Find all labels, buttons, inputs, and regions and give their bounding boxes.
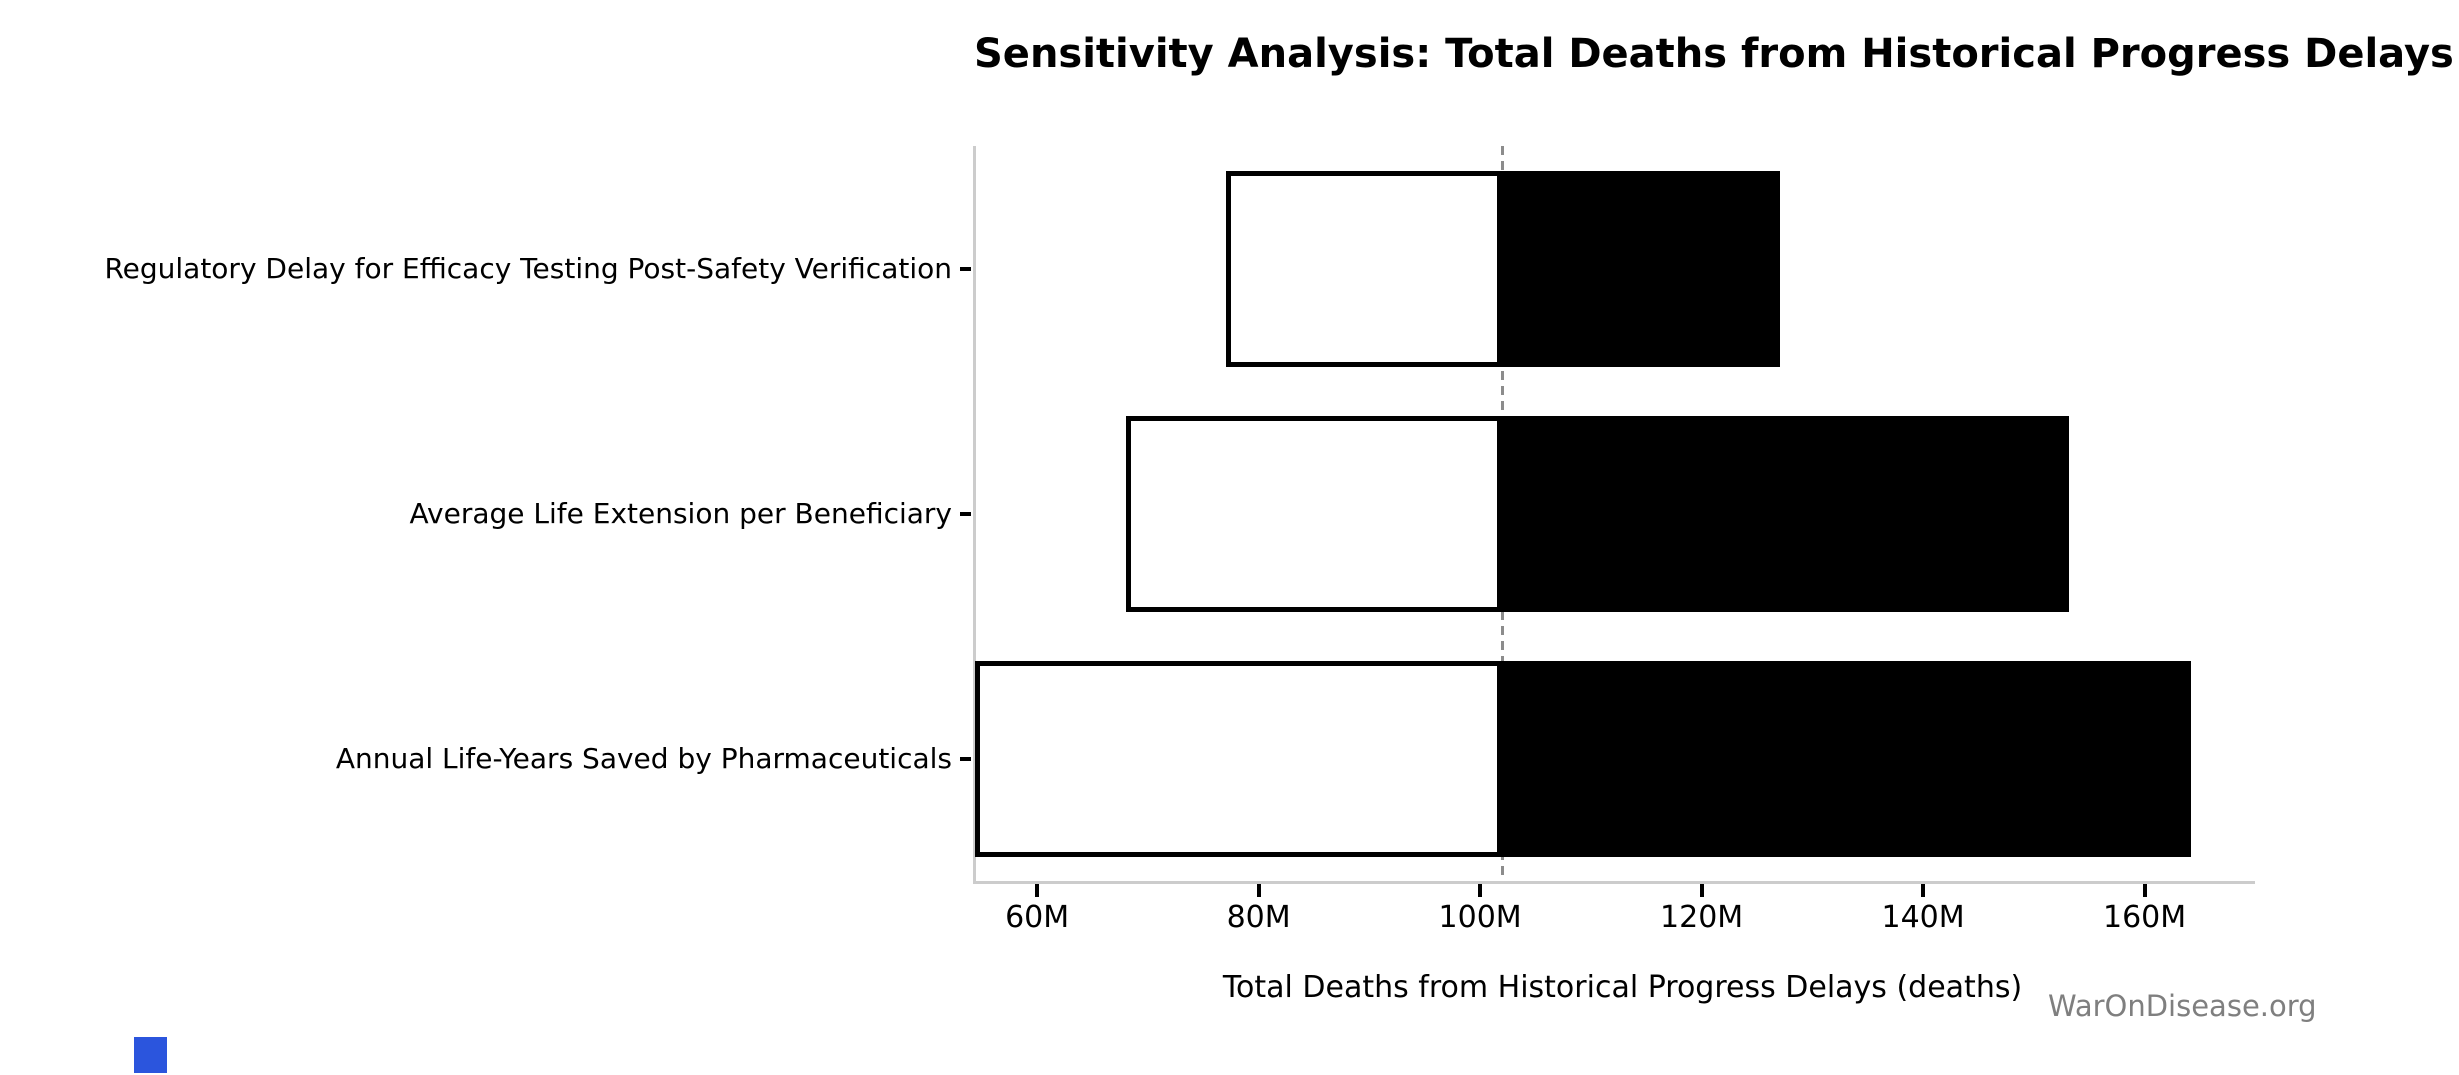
category-label: Average Life Extension per Beneficiary bbox=[409, 496, 952, 530]
x-tick-mark bbox=[2142, 884, 2147, 897]
bar-low-segment bbox=[1226, 170, 1503, 367]
x-tick-mark bbox=[1256, 884, 1261, 897]
watermark-text: WarOnDisease.org bbox=[2048, 989, 2317, 1023]
blue-corner-marker bbox=[134, 1037, 167, 1073]
x-tick-mark bbox=[1921, 884, 1926, 897]
bar-high-segment bbox=[1502, 415, 2070, 612]
y-tick-mark bbox=[960, 756, 971, 761]
y-tick-mark bbox=[960, 511, 971, 516]
x-axis-spine bbox=[973, 881, 2255, 884]
x-axis-label: Total Deaths from Historical Progress De… bbox=[1222, 970, 2023, 1005]
x-tick-mark bbox=[1478, 884, 1483, 897]
y-axis-spine bbox=[973, 146, 976, 884]
bar-high-segment bbox=[1502, 170, 1781, 367]
x-tick-label: 80M bbox=[1226, 900, 1291, 935]
x-tick-mark bbox=[1035, 884, 1040, 897]
plot-area bbox=[960, 146, 2252, 881]
bar-high-segment bbox=[1502, 660, 2192, 857]
category-label: Regulatory Delay for Efficacy Testing Po… bbox=[104, 251, 952, 285]
bar-low-segment bbox=[975, 660, 1503, 857]
x-tick-label: 100M bbox=[1438, 900, 1522, 935]
x-tick-label: 60M bbox=[1005, 900, 1070, 935]
x-tick-label: 140M bbox=[1881, 900, 1965, 935]
y-tick-mark bbox=[960, 266, 971, 271]
category-label: Annual Life-Years Saved by Pharmaceutica… bbox=[335, 741, 952, 775]
x-tick-label: 160M bbox=[2102, 900, 2187, 935]
x-tick-mark bbox=[1699, 884, 1704, 897]
x-tick-label: 120M bbox=[1660, 900, 1744, 935]
chart-title: Sensitivity Analysis: Total Deaths from … bbox=[974, 31, 2454, 77]
bar-low-segment bbox=[1125, 415, 1503, 612]
